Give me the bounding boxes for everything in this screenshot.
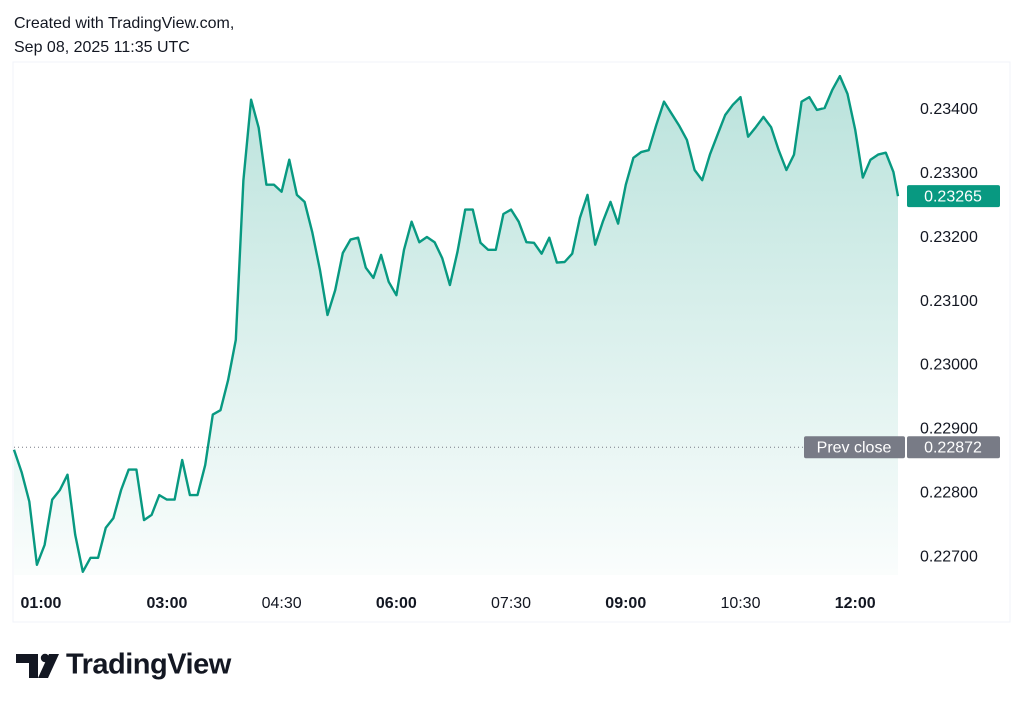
y-tick-label: 0.22900 [920,421,978,438]
chart-title: Created with TradingView.com, [14,15,234,32]
y-tick-label: 0.23200 [920,229,978,246]
y-tick-label: 0.23000 [920,357,978,374]
y-tick-label: 0.23300 [920,165,978,182]
y-tick-label: 0.23400 [920,101,978,118]
chart-subtitle: Sep 08, 2025 11:35 UTC [14,39,190,56]
brand-name: TradingView [66,649,232,681]
x-tick-label: 01:00 [21,595,62,612]
x-tick-label: 04:30 [262,595,302,612]
price-line [12,74,900,573]
x-tick-label: 10:30 [720,595,760,612]
brand-logo [16,653,59,678]
x-tick-label: 07:30 [491,595,531,612]
y-tick-label: 0.22800 [920,484,978,501]
y-tick-label: 0.23100 [920,293,978,310]
prev-close-value: 0.22872 [924,439,982,456]
prev-close-name: Prev close [817,439,892,456]
plot-frame [12,61,1011,623]
last-price-label: 0.23265 [924,188,982,205]
y-tick-label: 0.22700 [920,548,978,565]
area-fill [14,76,898,575]
prev-close-value-box [907,436,1000,459]
x-tick-label: 06:00 [376,595,417,612]
last-price-box [907,185,1000,208]
prev-close-tag [804,436,905,459]
x-tick-label: 12:00 [835,595,876,612]
x-tick-label: 03:00 [146,595,187,612]
x-tick-label: 09:00 [605,595,646,612]
